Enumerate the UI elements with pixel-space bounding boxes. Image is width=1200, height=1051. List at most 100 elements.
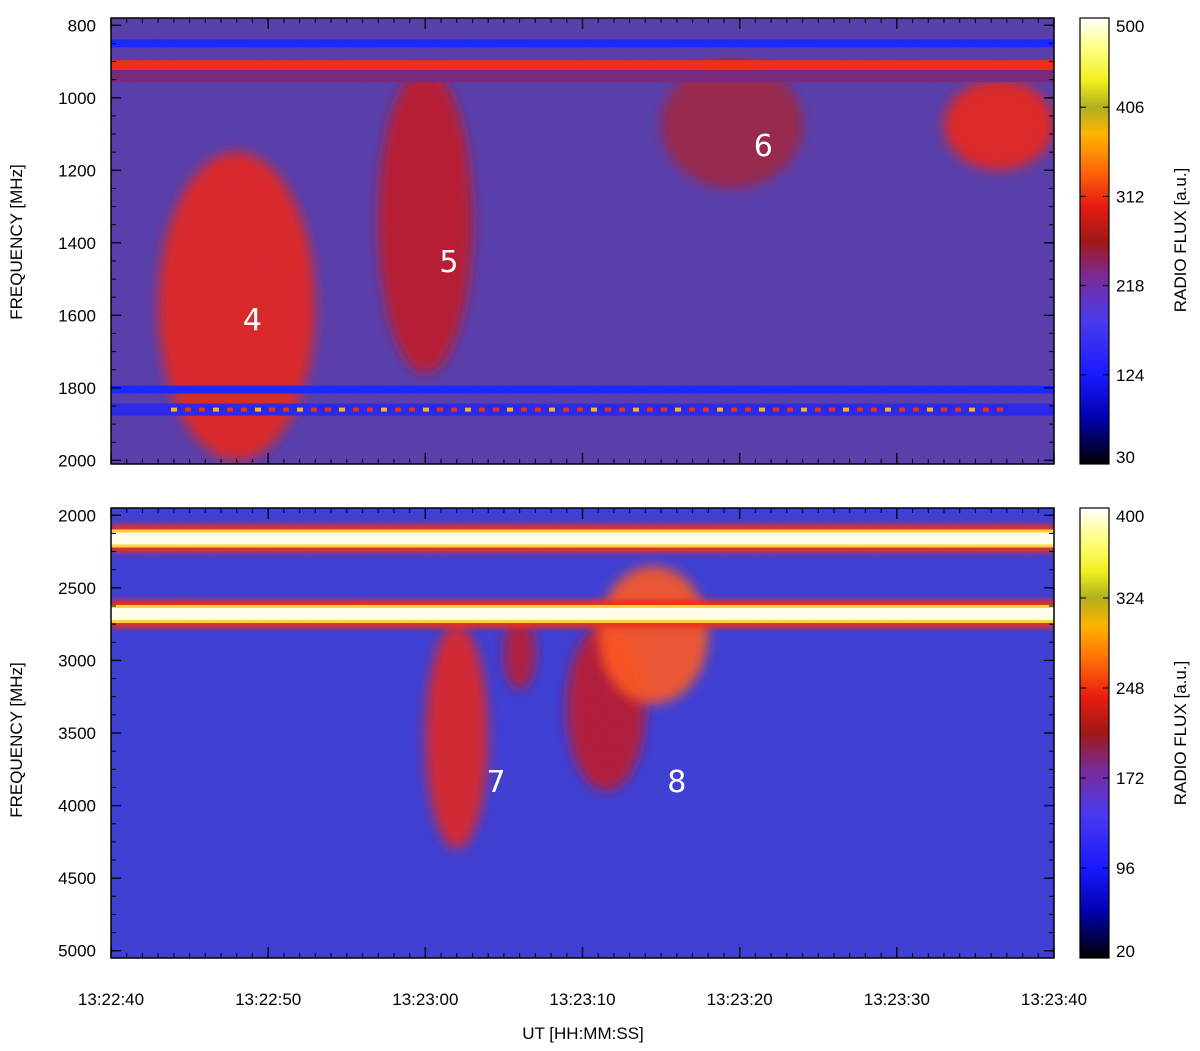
top-colorbar-title: RADIO FLUX [a.u.] — [1171, 168, 1190, 313]
interference-dot — [199, 407, 205, 412]
interference-dot — [479, 407, 485, 412]
interference-band — [111, 70, 1054, 83]
interference-dot — [983, 407, 989, 412]
interference-dot — [381, 407, 387, 412]
interference-dot — [409, 407, 415, 412]
interference-dot — [857, 407, 863, 412]
y-tick-label: 4000 — [58, 797, 96, 816]
interference-dot — [773, 407, 779, 412]
interference-dot — [633, 407, 639, 412]
emission-region — [503, 616, 536, 690]
colorbar-tick-label: 124 — [1116, 366, 1144, 385]
interference-dot — [717, 407, 723, 412]
interference-dot — [619, 407, 625, 412]
interference-dot — [885, 407, 891, 412]
interference-band — [111, 385, 1054, 394]
interference-dot — [423, 407, 429, 412]
interference-dot — [227, 407, 233, 412]
y-tick-label: 1000 — [58, 89, 96, 108]
interference-dot — [549, 407, 555, 412]
interference-dot — [367, 407, 373, 412]
colorbar-tick-label: 218 — [1116, 277, 1144, 296]
interference-dot — [647, 407, 653, 412]
burst-label-4: 4 — [243, 303, 262, 338]
interference-dot — [451, 407, 457, 412]
x-tick-label: 13:23:20 — [707, 990, 773, 1009]
interference-band — [111, 39, 1054, 48]
colorbar-tick-label: 20 — [1116, 942, 1135, 961]
interference-dot — [829, 407, 835, 412]
bottom-y-axis-title: FREQUENCY [MHz] — [7, 662, 26, 818]
interference-dot — [801, 407, 807, 412]
interference-dot — [185, 407, 191, 412]
emission-region — [378, 68, 473, 374]
emission-region — [943, 79, 1054, 171]
colorbar-tick-label: 248 — [1116, 679, 1144, 698]
x-tick-label: 13:22:50 — [235, 990, 301, 1009]
x-axis-title: UT [HH:MM:SS] — [522, 1024, 644, 1043]
interference-dot — [731, 407, 737, 412]
saturated-band — [111, 532, 1054, 545]
interference-dot — [675, 407, 681, 412]
y-tick-label: 1200 — [58, 161, 96, 180]
emission-region — [158, 152, 316, 461]
interference-dot — [591, 407, 597, 412]
y-tick-label: 5000 — [58, 942, 96, 961]
interference-dot — [493, 407, 499, 412]
interference-dot — [465, 407, 471, 412]
interference-dot — [661, 407, 667, 412]
y-tick-label: 1600 — [58, 306, 96, 325]
y-tick-label: 1800 — [58, 379, 96, 398]
interference-dot — [241, 407, 247, 412]
y-tick-label: 2000 — [58, 451, 96, 470]
interference-dot — [605, 407, 611, 412]
top-spectrum-image — [111, 18, 1054, 464]
y-tick-label: 3500 — [58, 724, 96, 743]
interference-dot — [871, 407, 877, 412]
bottom-colorbar — [1079, 507, 1110, 959]
emission-region — [425, 624, 489, 850]
x-tick-label: 13:23:40 — [1021, 990, 1087, 1009]
interference-dot — [899, 407, 905, 412]
interference-dot — [171, 407, 177, 412]
colorbar-tick-label: 30 — [1116, 448, 1135, 467]
interference-dot — [997, 407, 1003, 412]
interference-dot — [311, 407, 317, 412]
colorbar-tick-label: 312 — [1116, 187, 1144, 206]
emission-region — [661, 61, 803, 189]
y-tick-label: 3000 — [58, 651, 96, 670]
x-tick-label: 13:23:30 — [864, 990, 930, 1009]
interference-dot — [283, 407, 289, 412]
interference-dot — [255, 407, 261, 412]
bottom-spectrum-image — [111, 508, 1054, 958]
burst-label-7: 7 — [487, 765, 506, 800]
top-panel: 800 1000 1200 1400 1600 1800 2000 FREQUENCY [M… — [7, 16, 1190, 470]
y-tick-label: 2500 — [58, 579, 96, 598]
y-tick-label: 4500 — [58, 869, 96, 888]
emission-region — [598, 566, 709, 704]
interference-dot — [787, 407, 793, 412]
interference-dot — [325, 407, 331, 412]
interference-dot — [213, 407, 219, 412]
colorbar-tick-label: 324 — [1116, 589, 1144, 608]
interference-dot — [353, 407, 359, 412]
interference-band — [111, 60, 1054, 71]
x-tick-label: 13:22:40 — [78, 990, 144, 1009]
interference-dot — [759, 407, 765, 412]
interference-dot — [927, 407, 933, 412]
colorbar-tick-label: 500 — [1116, 17, 1144, 36]
interference-dot — [395, 407, 401, 412]
interference-dot — [535, 407, 541, 412]
interference-dot — [843, 407, 849, 412]
interference-dot — [507, 407, 513, 412]
burst-label-8: 8 — [667, 765, 686, 800]
interference-dot — [941, 407, 947, 412]
bottom-colorbar-title: RADIO FLUX [a.u.] — [1171, 661, 1190, 806]
burst-label-6: 6 — [754, 129, 773, 164]
colorbar-tick-label: 172 — [1116, 769, 1144, 788]
x-tick-label: 13:23:10 — [549, 990, 615, 1009]
y-tick-label: 800 — [68, 16, 96, 35]
interference-dot — [339, 407, 345, 412]
interference-dot — [703, 407, 709, 412]
